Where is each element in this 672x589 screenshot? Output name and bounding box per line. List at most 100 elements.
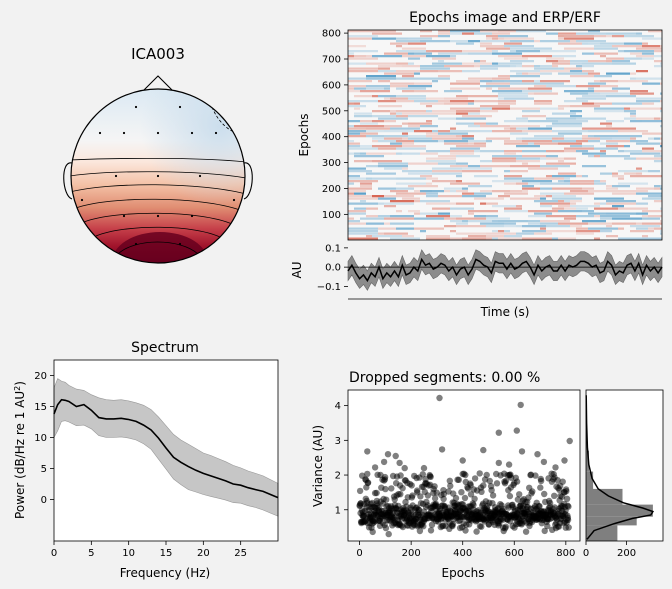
epoch-row-segment <box>522 162 528 165</box>
epoch-row-segment <box>348 57 378 60</box>
epoch-row-segment <box>606 212 612 215</box>
epoch-row-segment <box>426 120 432 123</box>
epochs-ytick-label: 200 <box>322 184 341 195</box>
epoch-row-segment <box>546 85 576 88</box>
epoch-row-segment <box>384 205 396 208</box>
epoch-row-segment <box>504 192 528 195</box>
epoch-row-segment <box>396 147 426 150</box>
epoch-row-segment <box>390 237 420 240</box>
epoch-row-segment <box>576 227 588 230</box>
epoch-row-segment <box>498 237 522 240</box>
epoch-row-segment <box>528 87 552 90</box>
epoch-row-segment <box>576 85 600 88</box>
epoch-row-segment <box>564 67 582 70</box>
variance-point <box>383 496 390 503</box>
epoch-row-segment <box>630 230 654 233</box>
variance-point <box>409 492 416 499</box>
epoch-row-segment <box>438 162 456 165</box>
epoch-row-segment <box>528 210 558 213</box>
epoch-row-segment <box>576 175 582 178</box>
epoch-row-segment <box>522 185 534 188</box>
epoch-row-segment <box>558 172 576 175</box>
epoch-row-segment <box>348 217 354 220</box>
epoch-row-segment <box>348 197 378 200</box>
epoch-row-segment <box>372 30 396 33</box>
epoch-row-segment <box>492 155 522 158</box>
variance-point <box>419 471 426 478</box>
epoch-row-segment <box>588 92 600 95</box>
epoch-row-segment <box>462 187 468 190</box>
epoch-row-segment <box>480 202 486 205</box>
epoch-row-segment <box>402 87 426 90</box>
epoch-row-segment <box>582 187 594 190</box>
epoch-row-segment <box>558 222 588 225</box>
epoch-row-segment <box>594 147 618 150</box>
epoch-row-segment <box>534 102 552 105</box>
epoch-row-segment <box>642 132 662 135</box>
epoch-row-segment <box>450 107 480 110</box>
epoch-row-segment <box>390 200 414 203</box>
epoch-row-segment <box>420 200 450 203</box>
epoch-row-segment <box>558 37 564 40</box>
epoch-row-segment <box>636 212 648 215</box>
epoch-row-segment <box>540 107 558 110</box>
epoch-row-segment <box>630 52 642 55</box>
epoch-row-segment <box>426 215 450 218</box>
variance-point <box>495 459 502 467</box>
epoch-row-segment <box>474 197 504 200</box>
variance-point <box>382 485 389 493</box>
epoch-row-segment <box>384 120 396 123</box>
epoch-row-segment <box>606 57 624 60</box>
epoch-row-segment <box>624 172 636 175</box>
variance-point <box>384 451 392 458</box>
epoch-row-segment <box>504 225 516 228</box>
epoch-row-segment <box>504 175 522 178</box>
variance-point <box>561 457 568 464</box>
epoch-row-segment <box>642 52 654 55</box>
epoch-row-segment <box>600 202 606 205</box>
epoch-row-segment <box>360 152 366 155</box>
variance-point <box>417 493 424 500</box>
epoch-row-segment <box>522 225 546 228</box>
epoch-row-segment <box>420 125 438 128</box>
epoch-row-segment <box>354 107 360 110</box>
epoch-row-segment <box>612 127 636 130</box>
epoch-row-segment <box>438 35 450 38</box>
epoch-row-segment <box>348 147 378 150</box>
epoch-row-segment <box>540 197 546 200</box>
epoch-row-segment <box>570 182 594 185</box>
epoch-row-segment <box>348 127 366 130</box>
epoch-row-segment <box>534 67 564 70</box>
epoch-row-segment <box>366 62 396 65</box>
epoch-row-segment <box>570 75 594 78</box>
epoch-row-segment <box>540 40 558 43</box>
epoch-row-segment <box>468 95 498 98</box>
epoch-row-segment <box>378 80 390 83</box>
epoch-row-segment <box>390 142 402 145</box>
epoch-row-segment <box>582 65 594 68</box>
epoch-row-segment <box>558 137 564 140</box>
epoch-row-segment <box>570 200 582 203</box>
epoch-row-segment <box>468 112 480 115</box>
epoch-row-segment <box>408 162 438 165</box>
erp-xlabel: Time (s) <box>480 305 530 319</box>
epoch-row-segment <box>612 60 630 63</box>
epoch-row-segment <box>354 222 366 225</box>
epoch-row-segment <box>414 200 420 203</box>
epoch-row-segment <box>348 232 378 235</box>
epoch-row-segment <box>570 40 576 43</box>
epoch-row-segment <box>462 70 480 73</box>
epoch-row-segment <box>606 125 612 128</box>
epoch-row-segment <box>636 157 662 160</box>
epoch-row-segment <box>558 205 570 208</box>
epoch-row-segment <box>354 95 372 98</box>
epoch-row-segment <box>582 210 594 213</box>
epoch-row-segment <box>450 87 480 90</box>
epoch-row-segment <box>480 30 498 33</box>
variance-point <box>563 488 570 495</box>
variance-point <box>566 437 573 445</box>
epoch-row-segment <box>378 232 384 235</box>
epoch-row-segment <box>600 122 612 125</box>
epoch-row-segment <box>636 192 662 195</box>
variance-point <box>563 495 571 502</box>
